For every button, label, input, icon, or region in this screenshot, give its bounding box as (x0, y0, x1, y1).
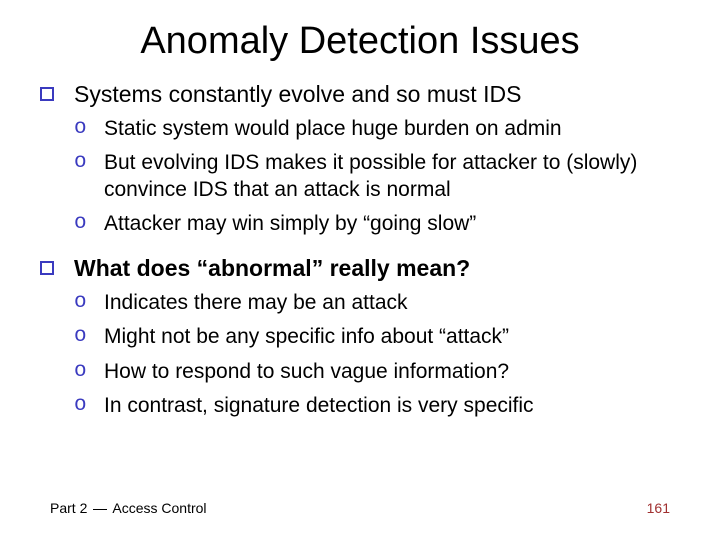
o-bullet-icon: o (74, 393, 87, 419)
l2-item: o Might not be any specific info about “a… (74, 324, 680, 350)
footer-left: Part 2 Access Control (50, 500, 207, 516)
slide: Anomaly Detection Issues Systems constan… (0, 0, 720, 540)
footer: Part 2 Access Control 161 (50, 500, 670, 516)
l2-text: Indicates there may be an attack (104, 291, 408, 314)
page-number: 161 (647, 500, 670, 516)
bullet-list-level1: Systems constantly evolve and so must ID… (40, 81, 680, 419)
l2-text: But evolving IDS makes it possible for a… (104, 151, 637, 200)
l2-text: In contrast, signature detection is very… (104, 394, 534, 417)
bullet-list-level2: o Indicates there may be an attack o Might… (74, 290, 680, 419)
o-bullet-icon: o (74, 359, 87, 385)
l1-text: What does “abnormal” really mean? (74, 255, 470, 281)
square-bullet-icon (40, 87, 54, 101)
l1-item: Systems constantly evolve and so must ID… (40, 81, 680, 237)
l2-item: o In contrast, signature detection is ver… (74, 393, 680, 419)
footer-left-a: Part 2 (50, 500, 91, 516)
l2-item: o How to respond to such vague informatio… (74, 359, 680, 385)
l2-text: Might not be any specific info about “at… (104, 325, 509, 348)
l2-item: o But evolving IDS makes it possible for … (74, 150, 680, 203)
emdash-icon (93, 509, 107, 510)
square-bullet-icon (40, 261, 54, 275)
slide-title: Anomaly Detection Issues (40, 20, 680, 63)
l2-text: How to respond to such vague information… (104, 360, 509, 383)
o-bullet-icon: o (74, 290, 87, 316)
l1-text: Systems constantly evolve and so must ID… (74, 81, 521, 107)
o-bullet-icon: o (74, 324, 87, 350)
o-bullet-icon: o (74, 116, 87, 142)
l2-item: o Attacker may win simply by “going slow” (74, 211, 680, 237)
l2-text: Attacker may win simply by “going slow” (104, 212, 476, 235)
o-bullet-icon: o (74, 150, 87, 176)
o-bullet-icon: o (74, 211, 87, 237)
l2-item: o Static system would place huge burden o… (74, 116, 680, 142)
l2-text: Static system would place huge burden on… (104, 117, 562, 140)
footer-left-b: Access Control (109, 500, 206, 516)
bullet-list-level2: o Static system would place huge burden o… (74, 116, 680, 237)
l1-item: What does “abnormal” really mean? o Indic… (40, 255, 680, 419)
l2-item: o Indicates there may be an attack (74, 290, 680, 316)
